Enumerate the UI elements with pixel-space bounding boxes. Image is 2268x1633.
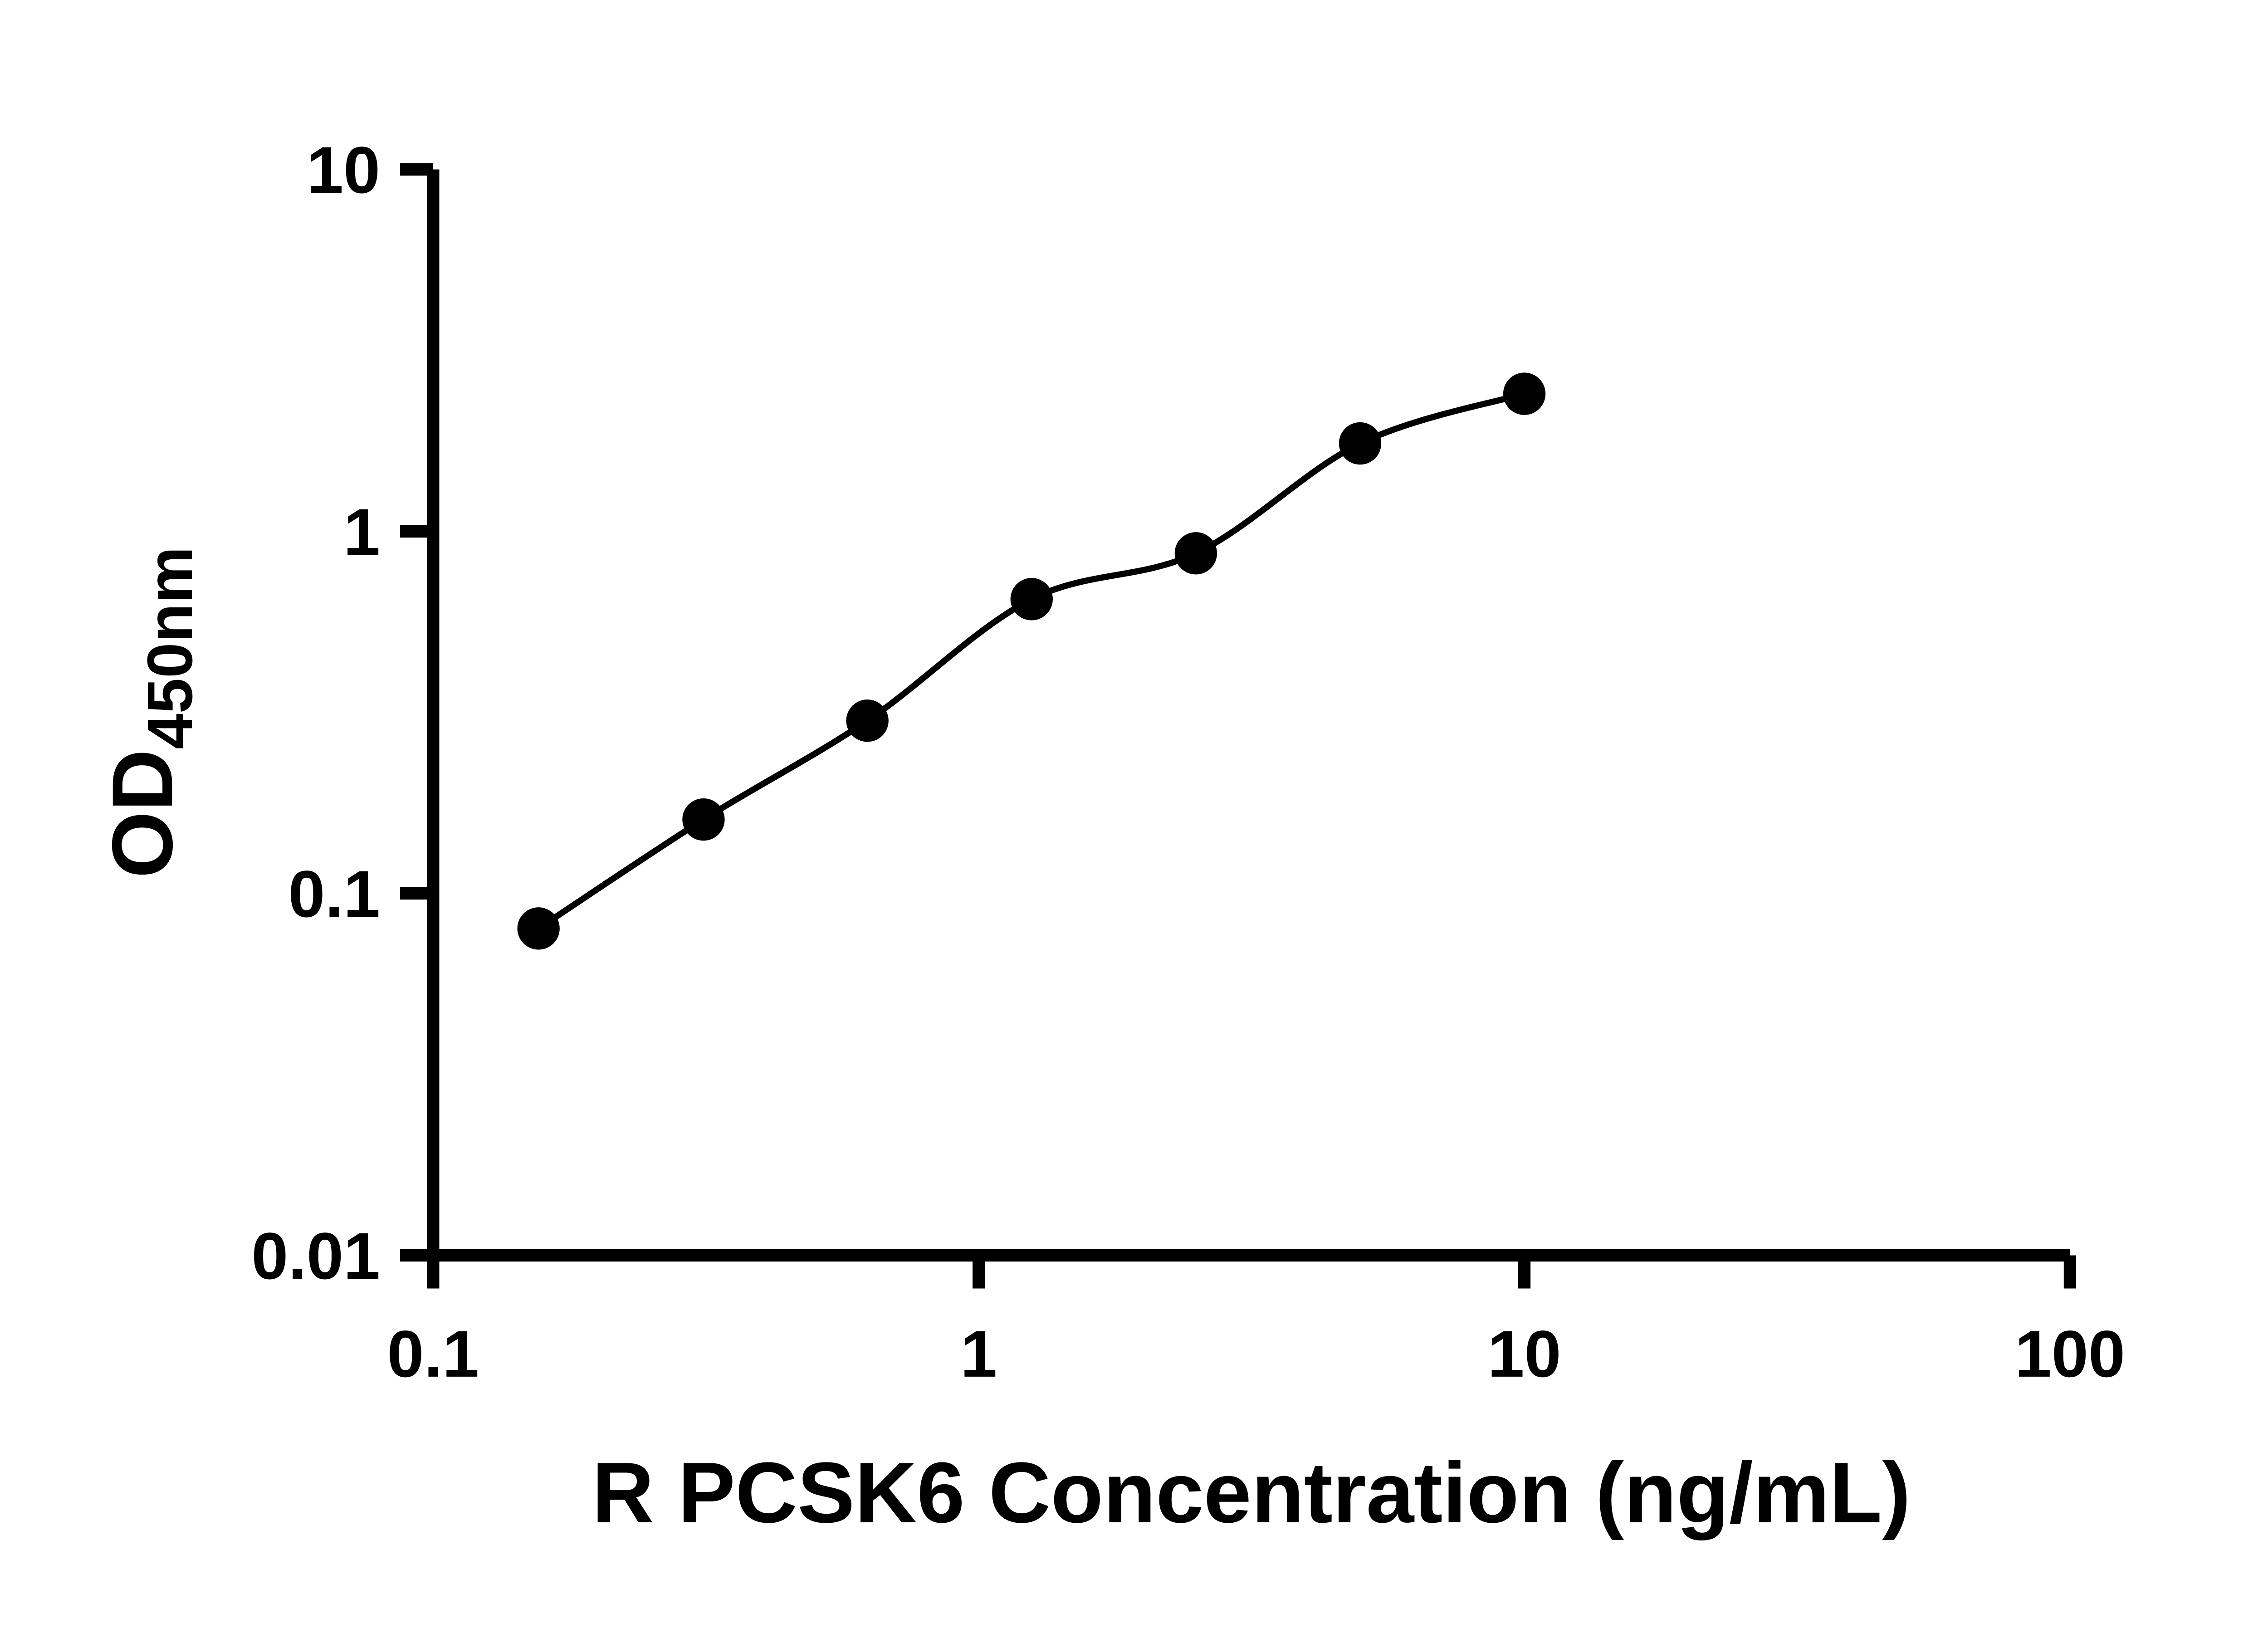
data-point-layer	[517, 372, 1546, 950]
data-point	[1010, 578, 1053, 621]
data-point	[1503, 372, 1546, 415]
data-point	[846, 699, 889, 742]
data-point	[1339, 422, 1382, 465]
y-tick-label: 0.1	[288, 857, 380, 931]
y-axis-title-subscript: 450nm	[134, 547, 205, 749]
axis-lines	[427, 169, 2070, 1262]
x-tick-label: 0.1	[387, 1317, 479, 1391]
tick-layer	[400, 163, 2077, 1289]
axis-layer	[427, 169, 2070, 1262]
y-tick-label: 1	[343, 495, 380, 569]
y-axis-title: OD450nm	[94, 547, 205, 878]
fit-curve-layer	[535, 391, 1528, 932]
x-tick-label: 10	[1487, 1317, 1561, 1391]
x-axis-title: R PCSK6 Concentration (ng/mL)	[592, 1445, 1911, 1541]
x-tick-label: 100	[2015, 1317, 2125, 1391]
fit-curve	[535, 391, 1528, 932]
y-tick-label: 0.01	[251, 1219, 380, 1293]
data-point	[1174, 532, 1217, 575]
x-tick-label: 1	[960, 1317, 997, 1391]
y-axis-title-main: OD	[94, 749, 191, 878]
data-point	[517, 907, 560, 950]
y-tick-label: 10	[307, 133, 380, 207]
data-point	[682, 798, 725, 841]
